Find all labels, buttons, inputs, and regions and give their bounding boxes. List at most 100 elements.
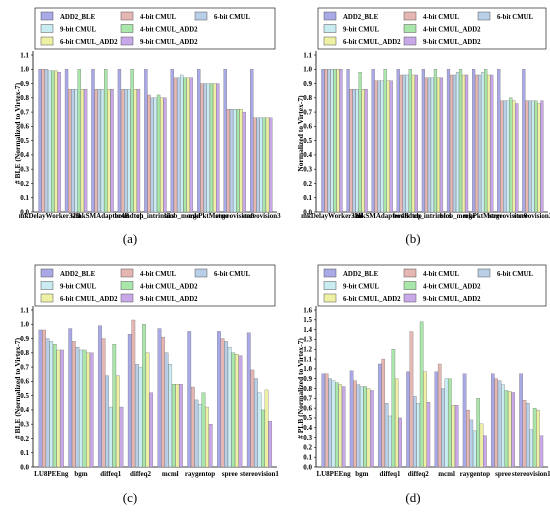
bar-4-bit-cmul-add2-stereovision1 [532,407,537,468]
bar-6-bit-cmul-add2-mcml [175,384,180,468]
bar-4-bit-cmul-bgm [353,380,357,468]
bar-9-bit-cmul-stereovision3 [531,100,535,213]
bar-4-bit-cmul-add2-mcml [448,378,452,468]
bar-add2-ble-lu8peeng [321,373,326,468]
bar-4-bit-cmul-ch-intrinsics [424,77,428,213]
bar-add2-ble-mkpktmerge [197,69,201,213]
bar-add2-ble-diffeq2 [406,371,410,468]
y-axis-label: # BLE (Normalized to Virtex-7) [13,82,22,184]
bar-9-bit-cmul-boundtop [127,89,131,213]
y-tick-label: 0.0 [303,463,312,471]
bar-6-bit-cmul-add2-stereovision1 [536,409,540,468]
bar-6-bit-cmul-add2-diffeq2 [145,352,150,468]
bar-6-bit-cmul-mkdelayworker32b [44,69,49,213]
bar-9-bit-cmul-add2-ch-intrinsics [439,77,444,213]
bar-6-bit-cmul-add2-bgm [86,352,90,468]
y-tick-label: 0.5 [303,137,312,145]
bar-9-bit-cmul-mkdelayworker32b [330,69,334,213]
x-tick-label: blob_merge [440,212,475,220]
y-tick-label: 1.2 [303,346,312,354]
bar-add2-ble-boundtop [117,69,122,213]
bar-9-bit-cmul-add2-stereovision1 [539,435,544,468]
bar-9-bit-cmul-mksmadapter4b [380,80,384,213]
x-tick-label: blob_merge [164,212,199,220]
x-tick-label: boundtop [393,212,422,220]
legend-swatch-6-bit-cmul-add2 [323,36,337,46]
bar-add2-ble-ch-intrinsics [144,69,148,213]
y-tick-label: 0.4 [303,424,312,432]
legend-swatch-9-bit-cmul-add2 [403,293,417,303]
bar-4-bit-cmul-add2-spree [504,390,509,468]
bar-4-bit-cmul-mkdelayworker32b [324,69,328,213]
bar-9-bit-cmul-add2-lu8peeng [341,386,346,468]
bar-4-bit-cmul-mksmadapter4b [94,89,98,213]
x-tick-label: sha [352,212,363,220]
bar-4-bit-cmul-ch-intrinsics [147,94,151,213]
y-tick-label: 0.2 [303,180,312,188]
bar-add2-ble-mkdelayworker32b [321,69,325,213]
bar-9-bit-cmul-add2-lu8peeng [60,349,64,468]
bar-9-bit-cmul-sha [355,89,359,213]
x-tick-label: boundtop [115,212,144,220]
bar-add2-ble-blob-merge [446,69,451,213]
y-tick-label: 0.1 [20,194,29,202]
y-tick-label: 0.5 [20,137,29,145]
bar-4-bit-cmul-add2-stereovision1 [261,409,265,468]
bar-6-bit-cmul-raygentop [469,419,474,468]
bar-4-bit-cmul-lu8peeng [324,373,329,468]
bar-9-bit-cmul-add2-stereovision0 [515,103,519,213]
x-tick-label: mcml [162,470,179,478]
legend-swatch-add2-ble [40,268,54,278]
x-tick-label: mkDelayWorker32B [19,212,81,220]
legend-label-9-bit-cmul: 9-bit CMUL [60,27,97,34]
bar-4-bit-cmul-add2-ch-intrinsics [156,94,161,213]
bar-4-bit-cmul-add2-mkpktmerge [209,83,214,213]
y-tick-label: 1.3 [303,336,312,344]
bar-6-bit-cmul-stereovision1 [526,403,530,468]
y-tick-label: 0.5 [20,392,29,400]
y-tick-label: 0.9 [303,80,312,88]
panel-a: 0.0 0.1 0.2 0.3 0.4 0.5 0.6 0.7 0.8 0.9 1.0 1.1 # BL… [13,7,281,220]
legend-label-9-bit-cmul: 9-bit CMUL [343,27,380,34]
x-tick-label: stereovision1 [512,470,550,478]
bar-4-bit-cmul-add2-stereovision3 [534,100,538,213]
y-tick-label: 0.0 [20,463,29,471]
bar-6-bit-cmul-mksmadapter4b [377,80,381,213]
bar-4-bit-cmul-add2-mcml [171,384,176,468]
bar-6-bit-cmul-add2-stereovision1 [264,389,269,468]
bar-4-bit-cmul-blob-merge [449,74,454,213]
legend-swatch-4-bit-cmul-add2 [403,24,417,33]
bar-add2-ble-lu8peeng [38,329,43,468]
y-tick-label: 0.0 [20,208,29,216]
x-tick-label: LU8PEEng [316,470,351,478]
bar-6-bit-cmul-add2-mkdelayworker32b [336,69,340,213]
bar-9-bit-cmul-add2-spree [511,392,515,468]
bar-6-bit-cmul-stereovision0 [229,109,234,213]
x-tick-label: bgm [74,470,87,478]
bar-9-bit-cmul-diffeq2 [416,403,421,468]
legend-label-9-bit-cmul-add2: 9-bit CMUL_ADD2 [140,39,198,46]
y-tick-label: 1.0 [303,66,312,74]
bar-6-bit-cmul-add2-spree [507,391,512,468]
legend-label-9-bit-cmul-add2: 9-bit CMUL_ADD2 [423,39,481,46]
bar-9-bit-cmul-raygentop [472,430,477,468]
bar-9-bit-cmul-stereovision0 [233,109,237,213]
bar-6-bit-cmul-add2-ch-intrinsics [436,77,441,213]
legend-swatch-add2-ble [40,11,54,21]
legend-swatch-6-bit-cmul-add2 [40,293,54,303]
legend-label-6-bit-cmul: 6-bit CMUL [214,271,251,278]
bar-4-bit-cmul-raygentop [466,409,470,468]
x-tick-label: diffeq1 [100,470,122,478]
bar-add2-ble-spree [217,331,221,468]
bar-6-bit-cmul-add2-lu8peeng [338,384,343,468]
bar-9-bit-cmul-add2-diffeq1 [119,406,124,468]
legend-label-4-bit-cmul: 4-bit CMUL [423,271,460,278]
bar-6-bit-cmul-mkpktmerge [478,74,482,213]
y-tick-label: 0.9 [303,375,312,383]
legend-label-9-bit-cmul: 9-bit CMUL [60,284,97,291]
bar-9-bit-cmul-diffeq1 [108,406,113,468]
y-tick-label: 0.1 [303,453,312,461]
bar-4-bit-cmul-add2-lu8peeng [335,382,339,468]
bar-9-bit-cmul-mkdelayworker32b [47,70,52,213]
